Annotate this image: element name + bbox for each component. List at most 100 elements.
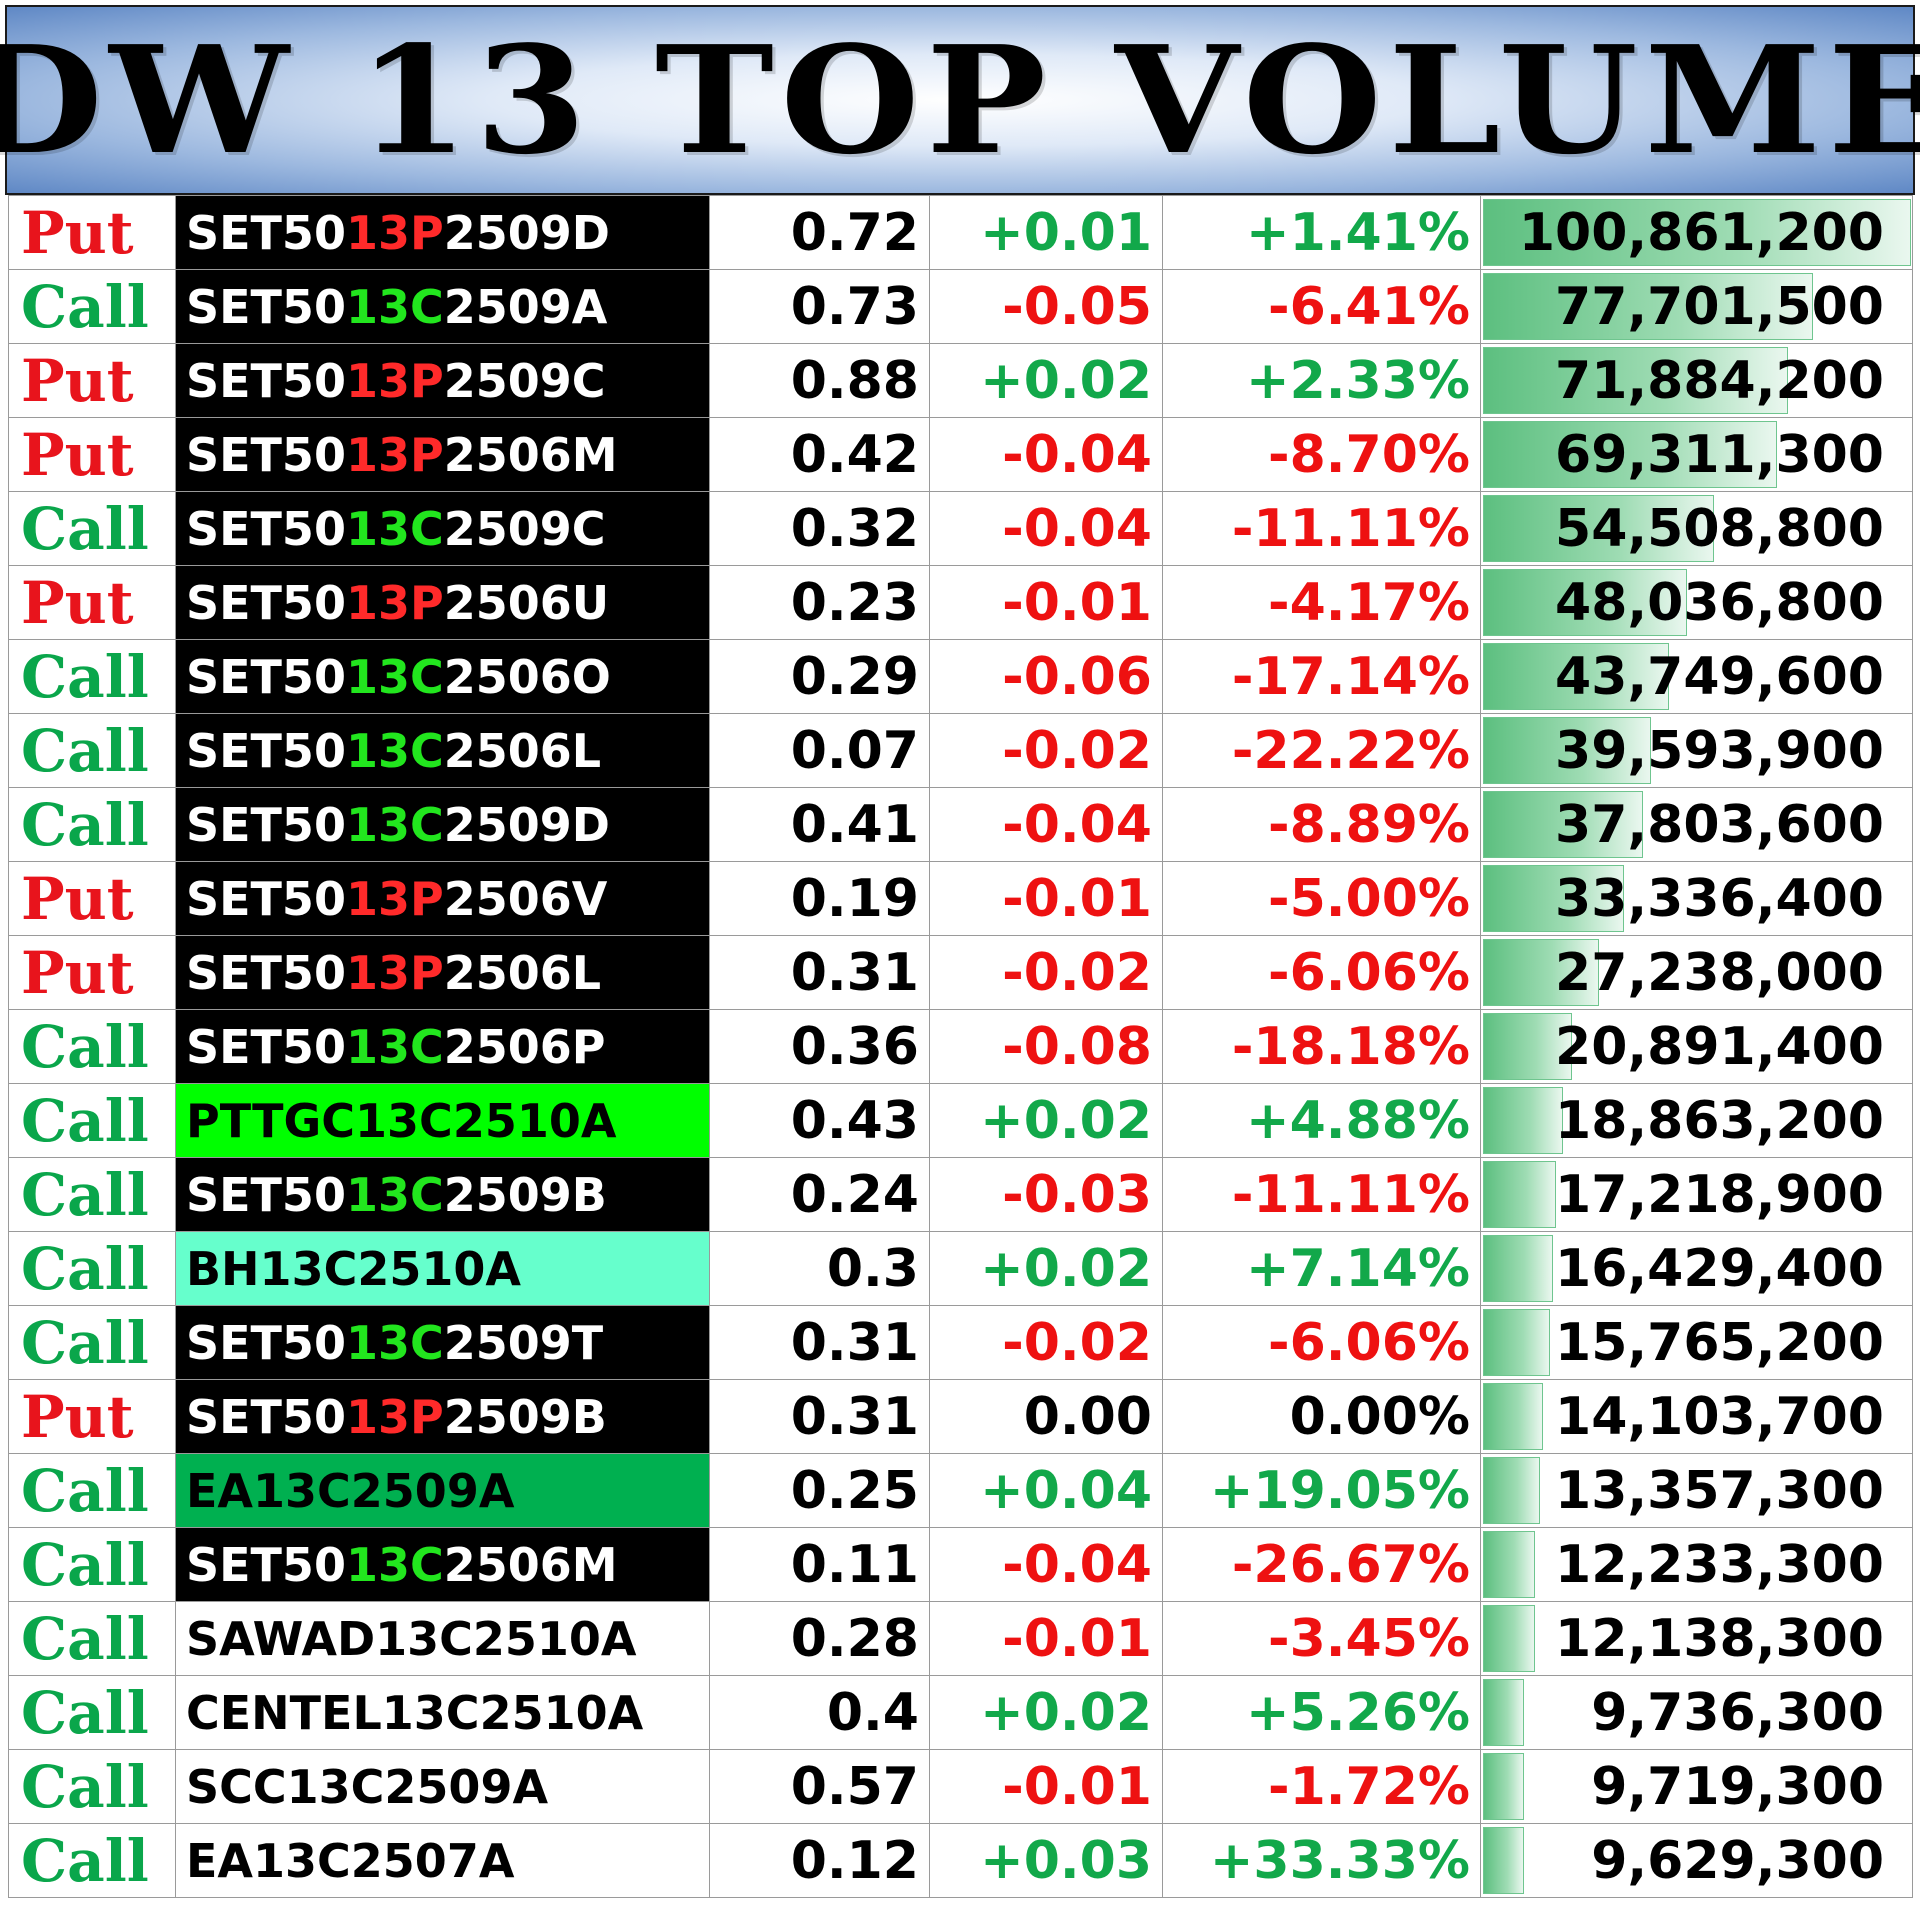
volume-bar (1483, 1753, 1524, 1820)
volume-cell: 43,749,600 (1480, 639, 1913, 714)
symbol-prefix: SET50 (186, 945, 346, 1000)
last-price-cell: 0.28 (709, 1601, 930, 1676)
symbol-suffix: 2506P (443, 1019, 606, 1074)
last-price-cell: 0.36 (709, 1009, 930, 1084)
symbol-prefix: SCC13C2509A (186, 1759, 549, 1814)
table-body: Put SET5013P2509D 0.72 +0.01 +1.41% 100,861,2… (8, 195, 1913, 1898)
volume-value: 69,311,300 (1555, 424, 1884, 485)
symbol-cell: SET5013C2509A (175, 269, 710, 344)
volume-table: Put SET5013P2509D 0.72 +0.01 +1.41% 100,861,2… (8, 195, 1913, 1898)
change-cell: -0.01 (929, 1601, 1163, 1676)
table-row: Call SET5013C2506O 0.29 -0.06 -17.14% 43,749,… (8, 639, 1913, 714)
volume-cell: 12,138,300 (1480, 1601, 1913, 1676)
table-row: Call CENTEL13C2510A 0.4 +0.02 +5.26% 9,736,30… (8, 1675, 1913, 1750)
option-type-cell: Call (8, 1231, 176, 1306)
table-row: Put SET5013P2506M 0.42 -0.04 -8.70% 69,311,30… (8, 417, 1913, 492)
symbol-series-code: 13C (345, 1315, 444, 1370)
symbol-cell: SET5013C2506P (175, 1009, 710, 1084)
volume-bar (1483, 347, 1788, 414)
volume-bar (1483, 421, 1777, 488)
volume-cell: 9,736,300 (1480, 1675, 1913, 1750)
volume-value: 48,036,800 (1555, 572, 1884, 633)
option-type-cell: Call (8, 713, 176, 788)
title-banner: DW 13 TOP VOLUME (0, 5, 1920, 195)
volume-cell: 77,701,500 (1480, 269, 1913, 344)
symbol-prefix: EA13C2509A (186, 1463, 515, 1518)
symbol-suffix: 2509D (443, 797, 610, 852)
last-price-cell: 0.07 (709, 713, 930, 788)
symbol-prefix: SET50 (186, 1537, 346, 1592)
last-price-cell: 0.11 (709, 1527, 930, 1602)
symbol-prefix: SET50 (186, 1019, 346, 1074)
symbol-prefix: SET50 (186, 871, 346, 926)
symbol-series-code: 13C (345, 501, 444, 556)
last-price-cell: 0.4 (709, 1675, 930, 1750)
volume-cell: 12,233,300 (1480, 1527, 1913, 1602)
option-type-cell: Put (8, 861, 176, 936)
page-title: DW 13 TOP VOLUME (0, 13, 1920, 187)
change-cell: 0.00 (929, 1379, 1163, 1454)
option-type-cell: Call (8, 787, 176, 862)
volume-value: 13,357,300 (1555, 1460, 1884, 1521)
change-cell: -0.05 (929, 269, 1163, 344)
volume-value: 43,749,600 (1555, 646, 1884, 707)
symbol-cell: SET5013P2509D (175, 195, 710, 270)
percent-change-cell: -11.11% (1162, 1157, 1481, 1232)
symbol-series-code: 13C (345, 1167, 444, 1222)
volume-cell: 15,765,200 (1480, 1305, 1913, 1380)
volume-bar (1483, 569, 1687, 636)
volume-value: 9,736,300 (1591, 1682, 1884, 1743)
symbol-cell: SAWAD13C2510A (175, 1601, 710, 1676)
symbol-prefix: SET50 (186, 649, 346, 704)
symbol-cell: EA13C2507A (175, 1823, 710, 1898)
change-cell: -0.01 (929, 1749, 1163, 1824)
percent-change-cell: +19.05% (1162, 1453, 1481, 1528)
symbol-suffix: 2509D (443, 205, 610, 260)
symbol-suffix: 2509C (443, 501, 606, 556)
symbol-suffix: 2506O (443, 649, 611, 704)
change-cell: -0.06 (929, 639, 1163, 714)
change-cell: +0.04 (929, 1453, 1163, 1528)
volume-value: 54,508,800 (1555, 498, 1884, 559)
volume-cell: 17,218,900 (1480, 1157, 1913, 1232)
change-cell: -0.02 (929, 935, 1163, 1010)
volume-value: 39,593,900 (1555, 720, 1884, 781)
volume-value: 33,336,400 (1555, 868, 1884, 929)
change-cell: -0.04 (929, 787, 1163, 862)
symbol-suffix: 2506M (443, 1537, 618, 1592)
symbol-cell: SCC13C2509A (175, 1749, 710, 1824)
volume-value: 71,884,200 (1555, 350, 1884, 411)
table-row: Call SAWAD13C2510A 0.28 -0.01 -3.45% 12,138,3… (8, 1601, 1913, 1676)
percent-change-cell: +5.26% (1162, 1675, 1481, 1750)
volume-value: 12,138,300 (1555, 1608, 1884, 1669)
volume-bar (1483, 199, 1911, 266)
percent-change-cell: +4.88% (1162, 1083, 1481, 1158)
volume-value: 27,238,000 (1555, 942, 1884, 1003)
volume-cell: 9,719,300 (1480, 1749, 1913, 1824)
symbol-prefix: SET50 (186, 1167, 346, 1222)
change-cell: -0.04 (929, 491, 1163, 566)
volume-value: 15,765,200 (1555, 1312, 1884, 1373)
symbol-series-code: 13C (345, 1537, 444, 1592)
change-cell: -0.03 (929, 1157, 1163, 1232)
volume-cell: 71,884,200 (1480, 343, 1913, 418)
volume-cell: 39,593,900 (1480, 713, 1913, 788)
volume-value: 20,891,400 (1555, 1016, 1884, 1077)
symbol-cell: SET5013C2506L (175, 713, 710, 788)
option-type-cell: Call (8, 1601, 176, 1676)
option-type-cell: Put (8, 343, 176, 418)
symbol-prefix: PTTGC13C2510A (186, 1093, 617, 1148)
option-type-cell: Call (8, 1749, 176, 1824)
table-row: Call SET5013C2509B 0.24 -0.03 -11.11% 17,218,… (8, 1157, 1913, 1232)
volume-bar (1483, 1605, 1535, 1672)
symbol-cell: SET5013P2506U (175, 565, 710, 640)
symbol-suffix: 2509C (443, 353, 606, 408)
volume-bar (1483, 791, 1643, 858)
option-type-cell: Call (8, 1305, 176, 1380)
percent-change-cell: -8.89% (1162, 787, 1481, 862)
table-row: Call EA13C2507A 0.12 +0.03 +33.33% 9,629,300 (8, 1823, 1913, 1898)
percent-change-cell: -26.67% (1162, 1527, 1481, 1602)
percent-change-cell: -1.72% (1162, 1749, 1481, 1824)
volume-value: 17,218,900 (1555, 1164, 1884, 1225)
table-row: Call SET5013C2506L 0.07 -0.02 -22.22% 39,593,… (8, 713, 1913, 788)
